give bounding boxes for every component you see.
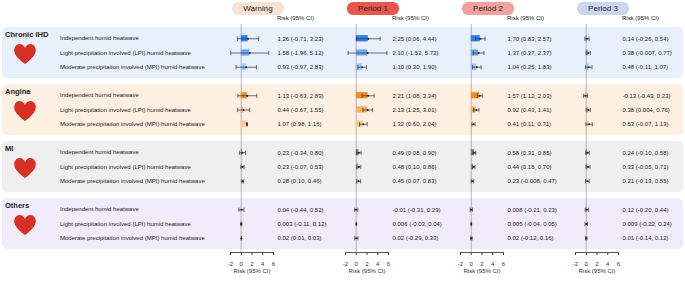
svg-text:4: 4 (491, 261, 495, 267)
html-text:Period 1: Period 1 (358, 4, 388, 13)
svg-text:0: 0 (470, 261, 474, 267)
html-text:Risk (95% CI): Risk (95% CI) (507, 15, 544, 21)
svg-text:0.009 (-0.22, 0.24): 0.009 (-0.22, 0.24) (623, 221, 672, 227)
svg-text:0.23 (-0.34, 0.80): 0.23 (-0.34, 0.80) (278, 150, 324, 156)
svg-text:0.49 (0.08, 0.90): 0.49 (0.08, 0.90) (393, 150, 437, 156)
svg-text:0.93 (-0.97, 2.83): 0.93 (-0.97, 2.83) (278, 64, 324, 70)
svg-text:2: 2 (480, 261, 484, 267)
svg-text:1.10 (0.30, 1.90): 1.10 (0.30, 1.90) (393, 64, 437, 70)
html-text:Independent humid heatwave: Independent humid heatwave (60, 206, 139, 213)
svg-text:-0.13 (-0.49, 0.23): -0.13 (-0.49, 0.23) (623, 93, 671, 99)
html-text:Risk (95% CI): Risk (95% CI) (277, 15, 314, 21)
svg-text:-0.01 (-0.31, 0.29): -0.01 (-0.31, 0.29) (393, 207, 441, 213)
svg-text:1.70 (0.83, 2.57): 1.70 (0.83, 2.57) (508, 36, 552, 42)
html-text:Angina: Angina (5, 86, 31, 96)
svg-text:0.41 (0.11, 0.71): 0.41 (0.11, 0.71) (508, 121, 552, 127)
svg-text:0.44 (0.18, 0.70): 0.44 (0.18, 0.70) (508, 164, 552, 170)
svg-text:0.008 (-0.21, 0.23): 0.008 (-0.21, 0.23) (508, 207, 557, 213)
html-text:MI: MI (5, 143, 14, 153)
svg-text:0.48 (0.10, 0.86): 0.48 (0.10, 0.86) (393, 164, 437, 170)
svg-text:4: 4 (261, 261, 265, 267)
svg-text:1.13 (-0.63, 2.89): 1.13 (-0.63, 2.89) (278, 93, 324, 99)
svg-text:-2: -2 (343, 261, 349, 267)
html-text:Warning: Warning (243, 4, 273, 13)
html-text:Moderate precipitation involve: Moderate precipitation involved (MPI) hu… (60, 63, 205, 70)
svg-text:0.02 (-0.29, 0.33): 0.02 (-0.29, 0.33) (393, 235, 439, 241)
html-text:Light precipitation involved (: Light precipitation involved (LPI) humid… (60, 49, 191, 56)
html-text:Light precipitation involved (: Light precipitation involved (LPI) humid… (60, 163, 191, 170)
svg-text:1.04 (0.25, 1.83): 1.04 (0.25, 1.83) (508, 64, 552, 70)
svg-text:1.58 (-1.96, 5.12): 1.58 (-1.96, 5.12) (278, 50, 324, 56)
svg-text:2.25 (0.06, 4.44): 2.25 (0.06, 4.44) (393, 36, 437, 42)
svg-text:0.92 (0.43, 1.41): 0.92 (0.43, 1.41) (508, 107, 552, 113)
svg-text:1.57 (1.12, 2.03): 1.57 (1.12, 2.03) (508, 93, 552, 99)
svg-text:-2: -2 (228, 261, 234, 267)
svg-text:0.38 (0.004, 0.76): 0.38 (0.004, 0.76) (623, 107, 670, 113)
svg-text:-2: -2 (458, 261, 464, 267)
svg-text:0.02 (0.01, 0.03): 0.02 (0.01, 0.03) (278, 235, 322, 241)
svg-text:2.13 (1.25, 3.01): 2.13 (1.25, 3.01) (393, 107, 437, 113)
svg-text:0.44 (-0.67, 1.55): 0.44 (-0.67, 1.55) (278, 107, 324, 113)
svg-text:0.48 (-0.11, 1.07): 0.48 (-0.11, 1.07) (623, 64, 669, 70)
svg-text:0.006 (-0.03, 0.04): 0.006 (-0.03, 0.04) (393, 221, 442, 227)
svg-text:-2: -2 (573, 261, 579, 267)
svg-text:2: 2 (595, 261, 599, 267)
html-text:Risk (95% CI): Risk (95% CI) (622, 15, 659, 21)
svg-text:0.04 (-0.44, 0.52): 0.04 (-0.44, 0.52) (278, 207, 324, 213)
svg-text:0.58 (0.31, 0.85): 0.58 (0.31, 0.85) (508, 150, 552, 156)
html-text:Others: Others (5, 200, 30, 210)
svg-text:1.07 (0.98, 1.16): 1.07 (0.98, 1.16) (278, 121, 322, 127)
html-text:Independent humid heatwave: Independent humid heatwave (60, 149, 139, 156)
svg-text:6: 6 (502, 261, 506, 267)
svg-text:0.01 (-0.14, 0.12): 0.01 (-0.14, 0.12) (623, 235, 669, 241)
svg-text:0.003 (-0.11, 0.12): 0.003 (-0.11, 0.12) (278, 221, 327, 227)
html-text:Independent humid heatwave: Independent humid heatwave (60, 92, 139, 99)
svg-text:1.26 (-0.71, 3.23): 1.26 (-0.71, 3.23) (278, 36, 324, 42)
svg-text:0: 0 (355, 261, 359, 267)
html-text:Moderate precipitation involve: Moderate precipitation involved (MPI) hu… (60, 177, 205, 184)
svg-text:0.21 (-0.13, 0.55): 0.21 (-0.13, 0.55) (623, 178, 669, 184)
svg-text:2.21 (1.08, 3.34): 2.21 (1.08, 3.34) (393, 93, 437, 99)
svg-text:0.23 (-0.07, 0.53): 0.23 (-0.07, 0.53) (278, 164, 324, 170)
html-text:Period 3: Period 3 (588, 4, 618, 13)
svg-text:0: 0 (585, 261, 589, 267)
svg-text:0.12 (-0.20, 0.44): 0.12 (-0.20, 0.44) (623, 207, 669, 213)
svg-text:0.45 (0.07, 0.83): 0.45 (0.07, 0.83) (393, 178, 437, 184)
html-text:Light precipitation involved (: Light precipitation involved (LPI) humid… (60, 106, 191, 113)
html-text:Moderate precipitation involve: Moderate precipitation involved (MPI) hu… (60, 234, 205, 241)
svg-text:6: 6 (387, 261, 391, 267)
svg-text:0.38 (-0.007, 0.77): 0.38 (-0.007, 0.77) (623, 50, 672, 56)
svg-text:4: 4 (376, 261, 380, 267)
svg-text:0.23 (-0.008, 0.47): 0.23 (-0.008, 0.47) (508, 178, 557, 184)
svg-text:1.37 (0.37, 2.37): 1.37 (0.37, 2.37) (508, 50, 552, 56)
svg-text:0.28 (0.10, 0.46): 0.28 (0.10, 0.46) (278, 178, 322, 184)
html-text:Independent humid heatwave: Independent humid heatwave (60, 35, 139, 42)
html-text:Chronic IHD: Chronic IHD (5, 29, 49, 39)
html-text:Risk (95% CI): Risk (95% CI) (392, 15, 429, 21)
svg-text:6: 6 (272, 261, 276, 267)
svg-text:0.33 (-0.05, 0.71): 0.33 (-0.05, 0.71) (623, 164, 669, 170)
svg-text:6: 6 (617, 261, 621, 267)
svg-text:2.10 (-1.52, 5.72): 2.10 (-1.52, 5.72) (393, 50, 439, 56)
svg-text:2: 2 (365, 261, 369, 267)
svg-text:0.14 (-0.26, 0.54): 0.14 (-0.26, 0.54) (623, 36, 669, 42)
svg-text:1.32 (0.60, 2.04): 1.32 (0.60, 2.04) (393, 121, 437, 127)
svg-text:4: 4 (606, 261, 610, 267)
svg-text:Risk (95% CI): Risk (95% CI) (463, 268, 500, 274)
svg-text:Risk (95% CI): Risk (95% CI) (348, 268, 385, 274)
svg-text:Risk (95% CI): Risk (95% CI) (578, 268, 615, 274)
html-text:Period 2: Period 2 (473, 4, 503, 13)
svg-text:2: 2 (250, 261, 254, 267)
svg-text:0.02 (-0.12, 0.16): 0.02 (-0.12, 0.16) (508, 235, 554, 241)
svg-text:0.005 (-0.04, 0.05): 0.005 (-0.04, 0.05) (508, 221, 557, 227)
svg-text:0.53 (-0.07, 1.13): 0.53 (-0.07, 1.13) (623, 121, 669, 127)
html-text:Moderate precipitation involve: Moderate precipitation involved (MPI) hu… (60, 120, 205, 127)
svg-text:Risk (95% CI): Risk (95% CI) (233, 268, 270, 274)
svg-text:0: 0 (240, 261, 244, 267)
html-text:Light precipitation involved (: Light precipitation involved (LPI) humid… (60, 220, 191, 227)
svg-text:0.24 (-0.10, 0.58): 0.24 (-0.10, 0.58) (623, 150, 669, 156)
